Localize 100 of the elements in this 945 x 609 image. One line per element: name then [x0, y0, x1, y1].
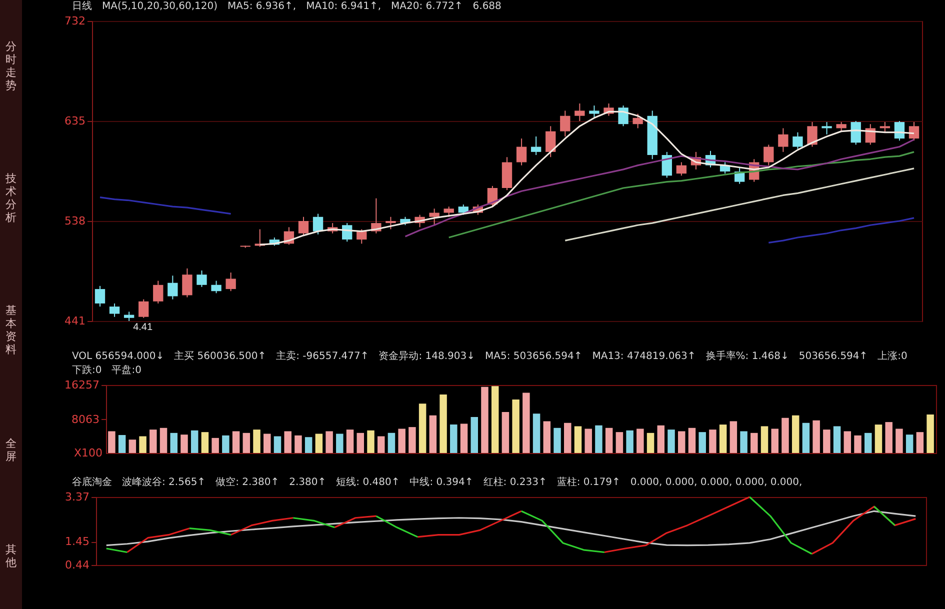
bar: [532, 414, 540, 453]
text: 蓝柱: 0.179↑: [556, 477, 620, 489]
bar: [874, 424, 882, 453]
bar: [719, 424, 727, 453]
bar: [232, 431, 240, 453]
candlestick: [312, 213, 324, 235]
text: 503656.594↑: [798, 351, 868, 363]
candlestick: [226, 272, 236, 292]
bar: [418, 404, 426, 453]
bar: [118, 435, 126, 453]
candlestick: [632, 113, 643, 129]
text: 短线: 0.480↑: [336, 477, 400, 489]
bar: [636, 428, 644, 453]
bar: [242, 432, 250, 453]
bar: [450, 424, 458, 453]
candlestick: [458, 204, 468, 216]
bar: [170, 432, 178, 453]
text: 资金异动: 148.903↓: [378, 351, 476, 363]
candlestick: [153, 280, 164, 304]
candlestick: [662, 151, 672, 178]
bar: [584, 428, 592, 453]
candlestick: [182, 268, 192, 298]
bar: [896, 428, 903, 453]
bar: [470, 417, 478, 453]
text: 0.000, 0.000, 0.000, 0.000, 0.000,: [630, 477, 802, 489]
bar: [792, 415, 800, 453]
bar: [709, 430, 716, 453]
bar: [698, 432, 706, 453]
text: 主买 560036.500↑: [174, 351, 266, 363]
bar: [823, 430, 830, 453]
candlestick: [298, 216, 309, 236]
bar: [491, 386, 499, 453]
bar: [253, 430, 260, 453]
bar: [356, 432, 364, 453]
bar: [481, 386, 488, 453]
candlestick: [908, 122, 920, 142]
bar: [388, 432, 396, 453]
text: 主卖: -96557.477↑: [276, 351, 369, 363]
y-tick-label: 0.44: [65, 558, 90, 572]
y-tick-label: 732: [64, 14, 86, 28]
bar: [646, 432, 654, 453]
bar: [854, 435, 862, 453]
candlestick: [574, 102, 585, 122]
bar: [554, 428, 561, 453]
text: 做空: 2.380↑: [216, 477, 280, 489]
y-tick-label: 8063: [72, 412, 100, 426]
text: 平盘:0: [112, 365, 142, 377]
bar: [864, 432, 872, 453]
candlestick: [94, 285, 106, 308]
bar: [377, 436, 385, 453]
y-axis-title: X100: [74, 446, 102, 460]
bar: [760, 426, 768, 453]
text: 换手率%: 1.468↓: [706, 351, 789, 363]
text: 基本资料: [5, 304, 17, 356]
candlestick: [196, 270, 207, 288]
bar: [160, 428, 168, 453]
line-series: [99, 196, 232, 215]
bar: [408, 427, 416, 453]
bar: [502, 412, 510, 453]
text: 其他: [5, 542, 17, 569]
text: 中线: 0.394↑: [410, 477, 474, 489]
bar: [616, 432, 624, 453]
bar: [771, 428, 778, 453]
candlestick: [792, 132, 803, 150]
bar: [336, 434, 344, 453]
candlestick: [138, 298, 149, 318]
bar: [429, 415, 437, 453]
bar: [750, 432, 758, 453]
candlestick: [880, 122, 890, 133]
annotation: 4.41: [133, 322, 153, 333]
candlestick: [807, 122, 818, 148]
bar: [730, 421, 738, 453]
bar: [543, 421, 551, 453]
text: MA10: 6.941↑,: [306, 1, 382, 13]
text: 6.688: [472, 1, 502, 13]
bar: [782, 418, 789, 453]
y-tick-label: 635: [64, 114, 86, 128]
text: 2.380↑: [289, 477, 326, 489]
candlestick: [444, 206, 454, 218]
bar: [180, 434, 188, 453]
bar: [326, 431, 333, 453]
bar: [150, 430, 157, 453]
candlestick: [822, 122, 832, 135]
bar: [346, 430, 354, 453]
bar: [605, 428, 613, 453]
bar: [844, 431, 852, 453]
candlestick: [429, 208, 440, 226]
y-tick-label: 16257: [64, 378, 100, 392]
text: 下跌:0: [72, 365, 102, 377]
bar: [460, 424, 468, 453]
candlestick: [546, 126, 556, 158]
candlestick: [618, 105, 628, 127]
candlestick: [109, 302, 120, 318]
text: MA20: 6.772↑: [391, 1, 463, 13]
bar: [108, 431, 116, 453]
text: 技术分析: [5, 172, 17, 224]
bar: [222, 435, 230, 453]
candlestick: [168, 275, 178, 300]
text: MA5: 503656.594↑: [485, 351, 582, 363]
line-series: [448, 151, 915, 238]
